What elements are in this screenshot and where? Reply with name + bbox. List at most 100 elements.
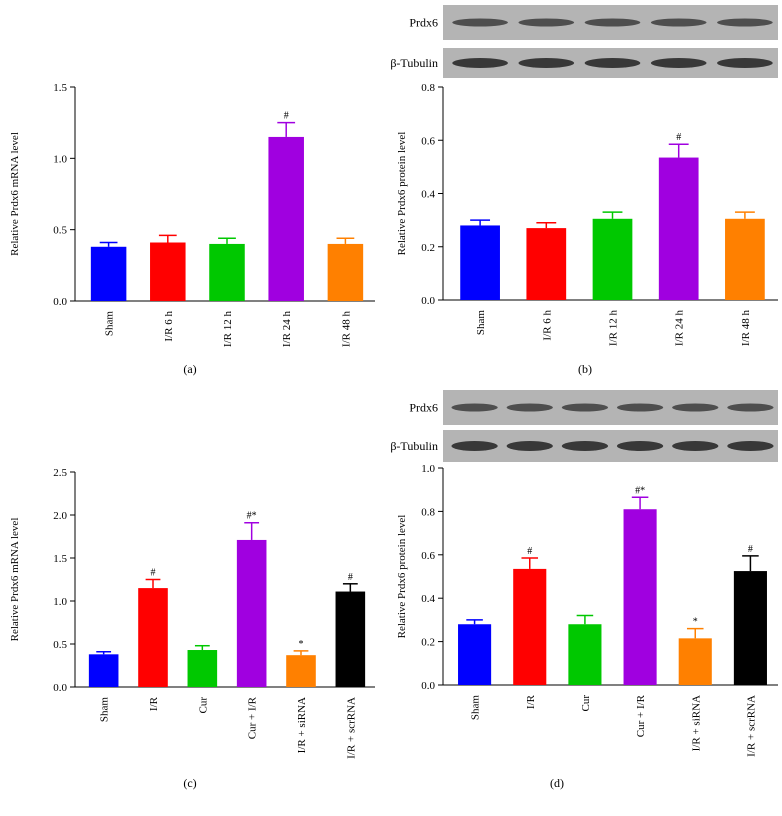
blot-band: [506, 441, 553, 451]
bar: [460, 225, 500, 300]
blot-label: Prdx6: [409, 401, 438, 415]
y-axis-label: Relative Prdx6 protein level: [396, 515, 408, 639]
bar: [138, 588, 168, 687]
x-tick-label: Cur + I/R: [247, 696, 259, 739]
bar: [187, 650, 218, 687]
x-tick-label: I/R: [525, 694, 537, 709]
blot-band: [506, 403, 553, 412]
blot-band: [672, 403, 719, 412]
significance-mark: #: [527, 546, 532, 557]
blot-band: [717, 18, 773, 27]
y-tick-label: 0.5: [53, 225, 67, 237]
y-tick-label: 0.8: [421, 506, 435, 518]
blot-band: [452, 58, 508, 68]
bar: [678, 638, 712, 685]
blot-band: [452, 18, 508, 27]
bar: [236, 539, 267, 687]
significance-mark: #: [676, 132, 681, 143]
y-tick-label: 1.0: [53, 596, 67, 608]
bar: [268, 136, 304, 301]
significance-mark: #: [748, 544, 753, 555]
y-tick-label: 1.0: [421, 463, 435, 475]
blot-band: [650, 58, 707, 68]
bar: [658, 157, 699, 300]
y-tick-label: 1.5: [53, 553, 67, 565]
x-tick-label: I/R 48 h: [340, 311, 352, 348]
x-tick-label: I/R + scrRNA: [745, 695, 757, 757]
x-tick-label: Cur: [197, 697, 209, 714]
significance-mark: #*: [247, 511, 257, 522]
blot-band: [451, 403, 498, 412]
y-tick-label: 2.0: [53, 510, 67, 522]
blot-label: β-Tubulin: [390, 56, 438, 70]
x-tick-label: I/R + scrRNA: [345, 697, 357, 759]
y-tick-label: 0.6: [421, 550, 435, 562]
x-tick-label: I/R 48 h: [740, 310, 752, 347]
x-tick-label: I/R 24 h: [674, 310, 686, 347]
y-tick-label: 0.0: [53, 296, 67, 308]
y-tick-label: 0.6: [421, 135, 435, 147]
blot-band: [727, 441, 774, 451]
bar: [335, 591, 366, 687]
bar: [623, 509, 657, 685]
bar: [90, 246, 127, 301]
blot-band: [672, 441, 719, 451]
y-axis-label: Relative Prdx6 protein level: [396, 132, 408, 256]
blot-band: [650, 18, 707, 27]
x-tick-label: Sham: [104, 311, 116, 337]
bar: [209, 243, 245, 301]
significance-mark: *: [693, 617, 698, 628]
y-axis-label: Relative Prdx6 mRNA level: [9, 132, 21, 256]
bar: [725, 218, 765, 300]
y-tick-label: 0.5: [53, 639, 67, 651]
bar: [88, 654, 119, 687]
y-tick-label: 0.4: [421, 189, 435, 201]
y-tick-label: 0.4: [421, 593, 435, 605]
blot-band: [727, 403, 774, 412]
caption: (a): [183, 362, 196, 376]
x-tick-label: Sham: [475, 310, 487, 336]
y-tick-label: 1.0: [53, 153, 67, 165]
x-tick-label: I/R 6 h: [163, 311, 175, 342]
bar: [513, 568, 547, 685]
x-tick-label: I/R 12 h: [222, 311, 234, 348]
bar: [286, 655, 316, 687]
x-tick-label: Cur + I/R: [635, 694, 647, 737]
bar: [526, 228, 567, 300]
x-tick-label: Sham: [470, 695, 482, 721]
blot-band: [518, 18, 575, 27]
bar: [327, 243, 364, 301]
caption: (d): [550, 776, 564, 790]
blot-band: [717, 58, 773, 68]
bar: [592, 218, 633, 300]
x-tick-label: I/R: [148, 696, 160, 711]
bar: [150, 242, 186, 301]
blot-band: [518, 58, 575, 68]
x-tick-label: I/R 12 h: [608, 310, 620, 347]
blot-label: β-Tubulin: [390, 439, 438, 453]
y-tick-label: 0.0: [421, 680, 435, 692]
significance-mark: #: [151, 568, 156, 579]
x-tick-label: Sham: [99, 697, 111, 723]
significance-mark: #*: [635, 485, 645, 496]
x-tick-label: Cur: [580, 695, 592, 712]
bar: [458, 624, 492, 685]
blot-strip: [443, 430, 778, 462]
blot-band: [616, 403, 664, 412]
y-tick-label: 0.2: [421, 242, 435, 254]
significance-mark: #: [348, 572, 353, 583]
bar: [568, 624, 602, 685]
y-tick-label: 1.5: [53, 82, 67, 94]
blot-band: [584, 58, 641, 68]
blot-band: [561, 441, 609, 451]
blot-band: [616, 441, 664, 451]
x-tick-label: I/R + siRNA: [296, 697, 308, 753]
y-tick-label: 0.0: [53, 682, 67, 694]
significance-mark: #: [284, 111, 289, 122]
blot-label: Prdx6: [409, 16, 438, 30]
x-tick-label: I/R + siRNA: [690, 695, 702, 751]
y-tick-label: 0.8: [421, 82, 435, 94]
blot-strip: [443, 390, 778, 425]
x-tick-label: I/R 24 h: [281, 311, 293, 348]
